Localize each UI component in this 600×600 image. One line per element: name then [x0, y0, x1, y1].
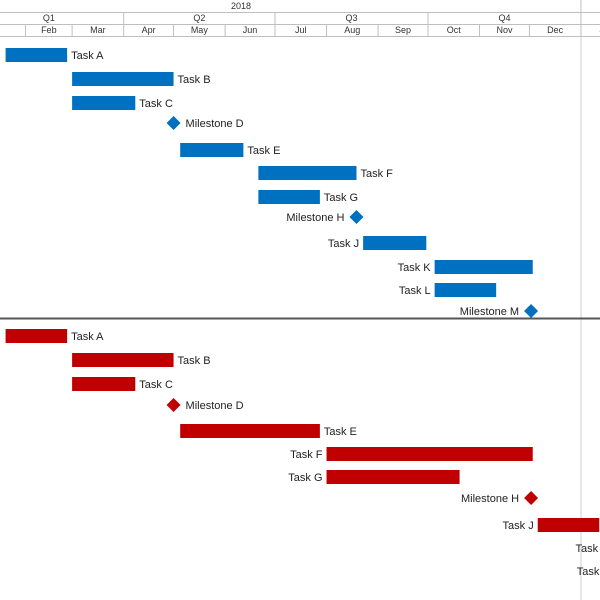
task-bar-task-j [537, 518, 600, 532]
month-label: Jun [243, 25, 258, 35]
item-label-task-c: Task C [139, 379, 173, 391]
task-bar-task-c [72, 377, 136, 391]
item-label-task-j: Task J [328, 238, 359, 250]
header-background [0, 0, 600, 37]
quarter-label: Q2 [193, 13, 205, 23]
item-label-task-a: Task A [71, 50, 104, 62]
item-label-milestone-h: Milestone H [461, 493, 519, 505]
quarter-label: Q3 [345, 13, 357, 23]
milestone-diamond-milestone-d [166, 398, 181, 412]
year-row: 2018 [231, 1, 251, 11]
item-label-task-k: Task K [398, 262, 432, 274]
item-label-task-b: Task B [178, 355, 211, 367]
task-bar-task-l [434, 283, 497, 297]
item-label-milestone-d: Milestone D [186, 400, 244, 412]
task-bar-task-e [180, 143, 244, 157]
month-label: Mar [90, 25, 106, 35]
item-label-task-l: Task L [577, 566, 600, 578]
month-label: Aug [344, 25, 360, 35]
item-label-task-g: Task G [324, 192, 358, 204]
timeline-header: 2018 Q1 Q2 Q3 Q4 Feb Mar Apr May Jun Jul Aug Sep Oc… [0, 0, 600, 37]
task-bar-task-k [434, 260, 533, 274]
gantt-panel-blue: Task A Task B Task C Milestone D Task E Task … [5, 48, 539, 318]
month-label: Sep [395, 25, 411, 35]
month-row: FebMarAprMayJunJulAugSepOctNovDecJan [0, 24, 600, 37]
quarter-label: Q4 [498, 13, 510, 23]
milestone-diamond-milestone-h [524, 491, 539, 505]
milestone-diamond-milestone-d [166, 116, 181, 130]
year-label: 2018 [231, 1, 251, 11]
month-label: Feb [41, 25, 57, 35]
item-label-milestone-h: Milestone H [286, 212, 344, 224]
milestone-diamond-milestone-m [524, 304, 539, 318]
month-label: Jul [295, 25, 307, 35]
item-label-milestone-m: Milestone M [460, 306, 519, 318]
quarter-row: Q1 Q2 Q3 Q4 [0, 0, 600, 25]
milestone-diamond-milestone-h [349, 210, 364, 224]
task-bar-task-c [72, 96, 136, 110]
item-label-task-g: Task G [288, 472, 322, 484]
task-bar-task-f [258, 166, 357, 180]
item-label-task-a: Task A [71, 331, 104, 343]
task-bar-task-g [326, 470, 460, 484]
item-label-task-e: Task E [247, 145, 280, 157]
item-label-task-j: Task J [503, 520, 534, 532]
task-bar-task-a [5, 329, 68, 343]
month-label: Nov [496, 25, 513, 35]
month-label: Apr [142, 25, 156, 35]
item-label-task-k: Task K [576, 543, 600, 555]
item-label-task-b: Task B [178, 74, 211, 86]
month-label: May [191, 25, 209, 35]
item-label-task-f: Task F [360, 168, 393, 180]
task-bar-task-g [258, 190, 320, 204]
item-label-task-l: Task L [399, 285, 431, 297]
item-label-milestone-d: Milestone D [186, 118, 244, 130]
item-label-task-c: Task C [139, 98, 173, 110]
quarter-label: Q1 [43, 13, 55, 23]
item-label-task-e: Task E [324, 426, 357, 438]
task-bar-task-e [180, 424, 320, 438]
item-label-task-f: Task F [290, 449, 323, 461]
task-bar-task-b [72, 353, 174, 367]
task-bar-task-j [363, 236, 427, 250]
task-bar-task-b [72, 72, 174, 86]
task-bar-task-f [326, 447, 533, 461]
task-bar-task-a [5, 48, 68, 62]
month-label: Dec [547, 25, 564, 35]
month-label: Oct [447, 25, 462, 35]
